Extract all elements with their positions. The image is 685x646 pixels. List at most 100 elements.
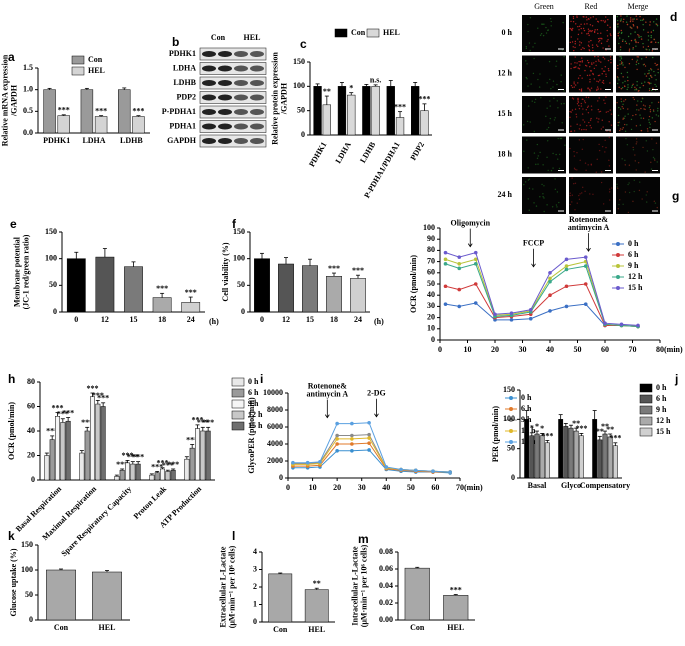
cell	[648, 87, 651, 90]
cell	[543, 23, 545, 25]
cell	[594, 29, 596, 31]
series-line	[292, 442, 451, 473]
bar	[95, 403, 101, 481]
legend-marker	[616, 242, 620, 246]
cell	[600, 32, 602, 34]
cell	[581, 77, 583, 79]
cell	[641, 82, 643, 85]
cell	[655, 79, 657, 81]
cell	[573, 83, 575, 85]
cell	[632, 47, 634, 49]
significance: ***	[87, 384, 99, 393]
cell	[655, 18, 658, 20]
cell	[546, 82, 548, 84]
cell	[529, 49, 531, 52]
significance: ***	[156, 284, 168, 293]
band-label: P-PDHA1	[162, 107, 196, 116]
cell	[576, 169, 578, 171]
y-axis-label: Membrane potential	[12, 236, 21, 307]
y-tick-label: 70	[427, 256, 435, 265]
cell	[642, 18, 645, 20]
bar	[578, 435, 584, 479]
cell	[649, 123, 651, 125]
cell	[601, 119, 604, 121]
cell	[577, 98, 579, 101]
cell	[598, 60, 600, 62]
cell	[598, 111, 600, 113]
x-tick-label: 18	[330, 315, 338, 324]
point	[548, 276, 552, 281]
significance: *	[530, 424, 534, 433]
cell	[635, 138, 638, 140]
cell	[621, 62, 624, 64]
bar	[165, 471, 171, 481]
cell	[626, 88, 628, 91]
cell	[594, 55, 596, 58]
cell	[574, 209, 576, 211]
cell	[602, 20, 604, 22]
cell	[640, 107, 642, 110]
cell	[653, 38, 655, 41]
bar	[46, 569, 76, 621]
significance: ***	[116, 460, 128, 469]
cell	[608, 159, 610, 162]
cell	[598, 74, 601, 76]
cell	[528, 187, 531, 190]
cell	[561, 122, 563, 124]
cell	[650, 82, 652, 85]
cell	[591, 63, 593, 66]
cell	[569, 203, 571, 206]
cell	[644, 105, 646, 107]
cell	[657, 41, 660, 44]
legend-swatch	[231, 399, 245, 409]
cell	[577, 67, 579, 69]
cell	[600, 19, 602, 22]
cell	[655, 114, 658, 116]
point	[493, 312, 497, 317]
micrograph	[616, 55, 660, 93]
cell	[656, 23, 658, 26]
cell	[595, 171, 597, 173]
x-unit: (min)	[664, 345, 683, 354]
y-tick-label: 0	[301, 130, 305, 139]
y-tick-label: 30	[427, 301, 435, 310]
cell	[637, 33, 639, 36]
cell	[549, 17, 552, 20]
cell	[643, 108, 645, 110]
cell	[651, 89, 653, 92]
legend-label: Con	[351, 28, 366, 37]
legend-label: 6 h	[248, 388, 259, 397]
bar	[84, 430, 90, 481]
cell	[589, 66, 591, 68]
cell	[638, 35, 640, 37]
micrograph	[522, 136, 566, 174]
band	[250, 109, 264, 115]
cell	[534, 98, 537, 101]
cell	[600, 128, 603, 130]
cell	[524, 181, 527, 183]
x-tick-label: HEL	[99, 623, 116, 632]
cell	[656, 64, 659, 66]
cell	[648, 106, 651, 109]
y-tick-label: 10000	[263, 388, 283, 397]
cell	[573, 130, 576, 132]
cell	[622, 76, 624, 78]
cell	[618, 31, 620, 33]
cell	[635, 61, 638, 63]
cell	[657, 71, 659, 74]
cell	[591, 62, 593, 64]
cell	[527, 167, 529, 169]
y-tick-label: 0	[511, 473, 515, 482]
cell	[648, 115, 651, 118]
cell	[579, 61, 582, 63]
cell	[589, 88, 591, 91]
significance: ***	[575, 424, 587, 433]
cell	[644, 171, 646, 173]
cell	[540, 33, 543, 35]
cell	[644, 73, 646, 75]
micrograph	[569, 15, 613, 52]
cell	[546, 204, 548, 206]
cell	[624, 85, 626, 88]
significance: ***	[328, 264, 340, 273]
cell	[602, 70, 605, 72]
